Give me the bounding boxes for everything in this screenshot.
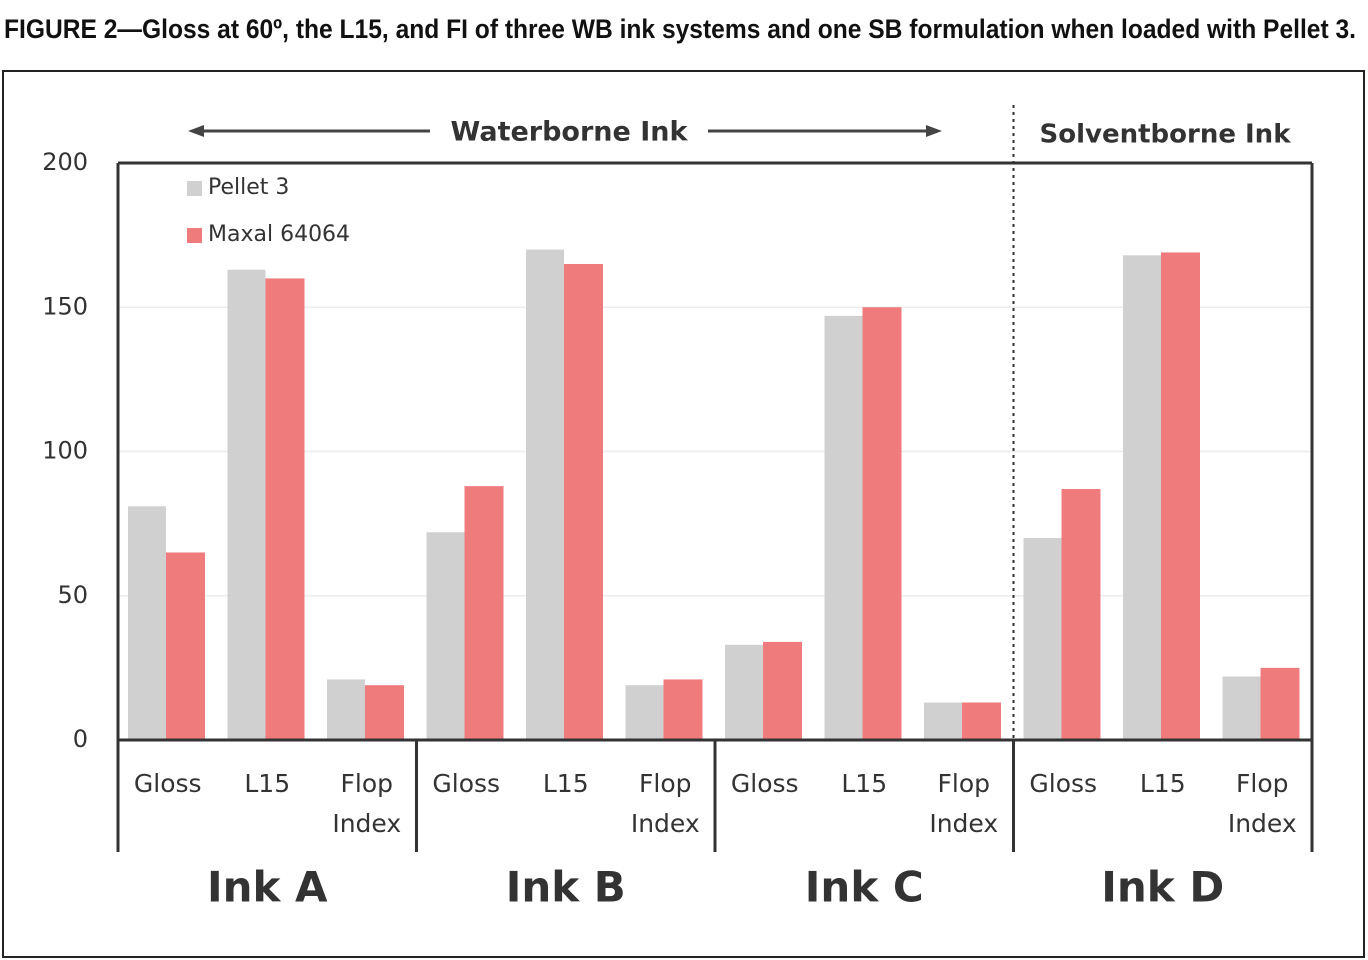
group-label: Ink C xyxy=(805,863,924,912)
x-tick-label: L15 xyxy=(841,769,887,798)
bar xyxy=(924,702,962,740)
group-label: Ink B xyxy=(506,863,626,912)
legend-label: Maxal 64064 xyxy=(208,222,350,247)
x-tick-label: L15 xyxy=(244,769,290,798)
bar xyxy=(625,685,664,740)
chart-title: FIGURE 2—Gloss at 60º, the L15, and FI o… xyxy=(4,14,1356,44)
x-tick-label: L15 xyxy=(1140,769,1186,798)
annotation: Solventborne Ink xyxy=(1040,120,1292,150)
group-label: Ink A xyxy=(207,863,328,912)
bar xyxy=(564,263,603,740)
arrow-head xyxy=(926,125,942,137)
x-tick-label-line: Index xyxy=(332,809,401,838)
bar xyxy=(763,641,802,740)
legend-swatch xyxy=(187,228,202,243)
bar xyxy=(824,315,863,740)
y-tick-label: 100 xyxy=(42,437,88,465)
bar xyxy=(962,702,1001,740)
bar xyxy=(227,269,266,740)
y-tick-label: 0 xyxy=(73,725,88,753)
x-tick-label-line: Flop xyxy=(341,769,394,798)
x-tick-label-line: Index xyxy=(1228,809,1297,838)
x-tick-label: Gloss xyxy=(1029,769,1097,798)
group-label: Ink D xyxy=(1101,863,1224,912)
bar xyxy=(663,679,703,740)
bar xyxy=(1023,538,1062,740)
legend-label: Pellet 3 xyxy=(208,175,289,200)
bar xyxy=(1161,252,1200,740)
x-tick-label-line: Index xyxy=(631,809,700,838)
bar xyxy=(1123,255,1161,740)
x-tick-label-line: Flop xyxy=(1236,769,1289,798)
arrow-head xyxy=(188,125,204,137)
x-tick-label-line: Index xyxy=(929,809,998,838)
bar xyxy=(862,307,902,740)
x-tick-label: Gloss xyxy=(134,769,202,798)
bar xyxy=(725,644,763,740)
bar xyxy=(1061,489,1101,740)
bar xyxy=(526,249,564,741)
bar xyxy=(128,506,166,740)
bar xyxy=(426,532,465,740)
y-tick-label: 150 xyxy=(42,292,88,320)
x-tick-label: Flop Index xyxy=(631,769,700,838)
bar xyxy=(365,685,404,740)
bar xyxy=(265,278,305,740)
bar xyxy=(327,679,365,740)
x-tick-label: L15 xyxy=(543,769,589,798)
y-tick-label: 200 xyxy=(42,148,88,176)
legend-swatch xyxy=(187,181,202,196)
y-tick-label: 50 xyxy=(57,581,88,609)
bar xyxy=(464,486,504,740)
x-tick-label-line: Flop xyxy=(938,769,991,798)
bar xyxy=(166,552,205,740)
frame xyxy=(2,70,1365,958)
bar xyxy=(1222,676,1261,740)
x-tick-label: Flop Index xyxy=(929,769,998,838)
x-tick-label-line: Flop xyxy=(639,769,692,798)
x-tick-label: Flop Index xyxy=(1228,769,1297,838)
x-tick-label: Flop Index xyxy=(332,769,401,838)
x-tick-label: Gloss xyxy=(432,769,500,798)
bar xyxy=(1260,667,1300,740)
annotation: Waterborne Ink xyxy=(451,117,689,148)
x-tick-label: Gloss xyxy=(731,769,799,798)
